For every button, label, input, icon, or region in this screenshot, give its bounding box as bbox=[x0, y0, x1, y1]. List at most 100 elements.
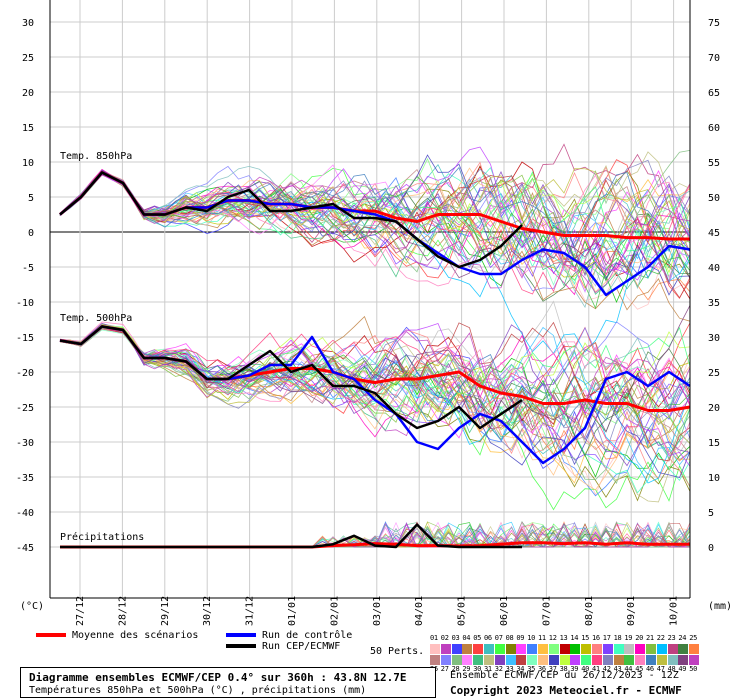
pert-number: 08 bbox=[505, 634, 514, 642]
right-tick-label: 40 bbox=[708, 263, 720, 274]
pert-line-500 bbox=[59, 321, 691, 439]
pert-line-850 bbox=[59, 173, 691, 286]
pert-number: 45 bbox=[635, 665, 644, 673]
legend-mean: Moyenne des scénarios bbox=[36, 630, 198, 641]
pert-swatch bbox=[624, 644, 635, 654]
x-tick-label: 31/12 bbox=[245, 596, 256, 626]
left-axis-unit: (°C) bbox=[20, 601, 44, 612]
pert-swatch bbox=[527, 655, 538, 665]
pert-swatch bbox=[473, 655, 484, 665]
pert-number: 07 bbox=[494, 634, 503, 642]
pert-line-850 bbox=[59, 172, 691, 302]
pert-number: 03 bbox=[451, 634, 460, 642]
pert-swatch bbox=[505, 644, 516, 654]
x-tick-label: 29/12 bbox=[160, 596, 171, 626]
pert-number: 13 bbox=[559, 634, 568, 642]
pert-number: 17 bbox=[602, 634, 611, 642]
pert-swatch bbox=[473, 644, 484, 654]
left-tick-label: -20 bbox=[16, 368, 34, 379]
legend-oper-label: Run CEP/ECMWF bbox=[262, 641, 341, 652]
pert-line-500 bbox=[59, 325, 691, 455]
right-tick-label: 75 bbox=[708, 18, 720, 29]
pert-swatch bbox=[581, 644, 592, 654]
left-tick-label: 15 bbox=[22, 123, 34, 134]
pert-number: 48 bbox=[667, 665, 676, 673]
x-tick-label: 10/01 bbox=[669, 596, 680, 626]
pert-line-850 bbox=[59, 159, 691, 238]
right-tick-label: 25 bbox=[708, 368, 720, 379]
pert-swatch bbox=[678, 644, 689, 654]
pert-line-500 bbox=[59, 327, 691, 444]
pert-line-850 bbox=[59, 168, 691, 242]
pert-swatch bbox=[667, 644, 678, 654]
oper-precip-line bbox=[60, 523, 522, 549]
pert-swatch bbox=[678, 655, 689, 665]
pert-swatch bbox=[635, 655, 646, 665]
x-tick-label: 09/01 bbox=[626, 596, 637, 626]
title-box: Diagramme ensembles ECMWF/CEP 0.4° sur 3… bbox=[20, 667, 436, 698]
oper-850-line bbox=[59, 171, 523, 269]
right-tick-label: 50 bbox=[708, 193, 720, 204]
pert-line-850 bbox=[59, 166, 691, 253]
x-tick-label: 06/01 bbox=[499, 596, 510, 626]
legend-control-label: Run de contrôle bbox=[262, 630, 353, 641]
pert-number: 39 bbox=[570, 665, 579, 673]
right-tick-label: 0 bbox=[708, 543, 714, 554]
right-tick-label: 55 bbox=[708, 158, 720, 169]
pert-swatch bbox=[559, 655, 570, 665]
left-tick-label: -30 bbox=[16, 438, 34, 449]
pert-number: 16 bbox=[592, 634, 600, 642]
pert-swatch bbox=[592, 644, 602, 654]
pert-row-top: 01 02 03 04 05 06 07 08 09 10 11 12 13 14 15 16 17 18 19 20… bbox=[430, 634, 700, 656]
pert-number: 32 bbox=[494, 665, 503, 673]
t500-label: Temp. 500hPa bbox=[60, 313, 132, 324]
pert-number: 37 bbox=[548, 665, 557, 673]
right-tick-label: 65 bbox=[708, 88, 720, 99]
plot-area bbox=[50, 0, 690, 598]
right-axis-unit: (mm) bbox=[708, 601, 732, 612]
t850-label: Temp. 850hPa bbox=[60, 151, 132, 162]
pert-number: 34 bbox=[516, 665, 525, 673]
right-tick-label: 20 bbox=[708, 403, 720, 414]
pert-number: 41 bbox=[592, 665, 600, 673]
chart-subtitle: Températures 850hPa et 500hPa (°C) , pré… bbox=[29, 685, 367, 696]
pert-number: 44 bbox=[624, 665, 633, 673]
pert-swatch bbox=[613, 644, 624, 654]
pert-swatch bbox=[516, 644, 527, 654]
perts-label: 50 Perts. bbox=[370, 646, 425, 657]
legend-oper-swatch bbox=[226, 644, 256, 648]
left-tick-label: 0 bbox=[28, 228, 34, 239]
pert-swatch bbox=[462, 644, 473, 654]
pert-swatch bbox=[570, 655, 581, 665]
x-tick-label: 28/12 bbox=[117, 596, 128, 626]
left-tick-label: 10 bbox=[22, 158, 34, 169]
pert-number: 11 bbox=[538, 634, 546, 642]
right-tick-label: 5 bbox=[708, 508, 714, 519]
pert-swatch bbox=[602, 644, 613, 654]
pert-swatch bbox=[613, 655, 624, 665]
right-tick-label: 45 bbox=[708, 228, 720, 239]
left-tick-label: -35 bbox=[16, 473, 34, 484]
pert-number: 36 bbox=[538, 665, 546, 673]
pert-number: 38 bbox=[559, 665, 568, 673]
pert-swatch bbox=[451, 644, 462, 654]
left-tick-label: 25 bbox=[22, 53, 34, 64]
legend-oper: Run CEP/ECMWF bbox=[226, 641, 340, 652]
pert-swatch bbox=[538, 644, 548, 654]
pert-number: 02 bbox=[440, 634, 449, 642]
left-tick-label: 5 bbox=[28, 193, 34, 204]
pert-number: 14 bbox=[570, 634, 579, 642]
legend-mean-swatch bbox=[36, 633, 66, 637]
chart-grid bbox=[50, 0, 690, 598]
x-tick-label: 02/01 bbox=[329, 596, 340, 626]
pert-number: 29 bbox=[462, 665, 471, 673]
pert-number: 30 bbox=[473, 665, 482, 673]
pert-number: 18 bbox=[613, 634, 622, 642]
pert-number: 35 bbox=[527, 665, 536, 673]
pert-line-850 bbox=[59, 173, 691, 310]
pert-line-500 bbox=[59, 328, 691, 417]
pert-swatch bbox=[430, 644, 440, 654]
x-tick-label: 07/01 bbox=[541, 596, 552, 626]
copyright: Copyright 2023 Meteociel.fr - ECMWF bbox=[450, 684, 682, 697]
